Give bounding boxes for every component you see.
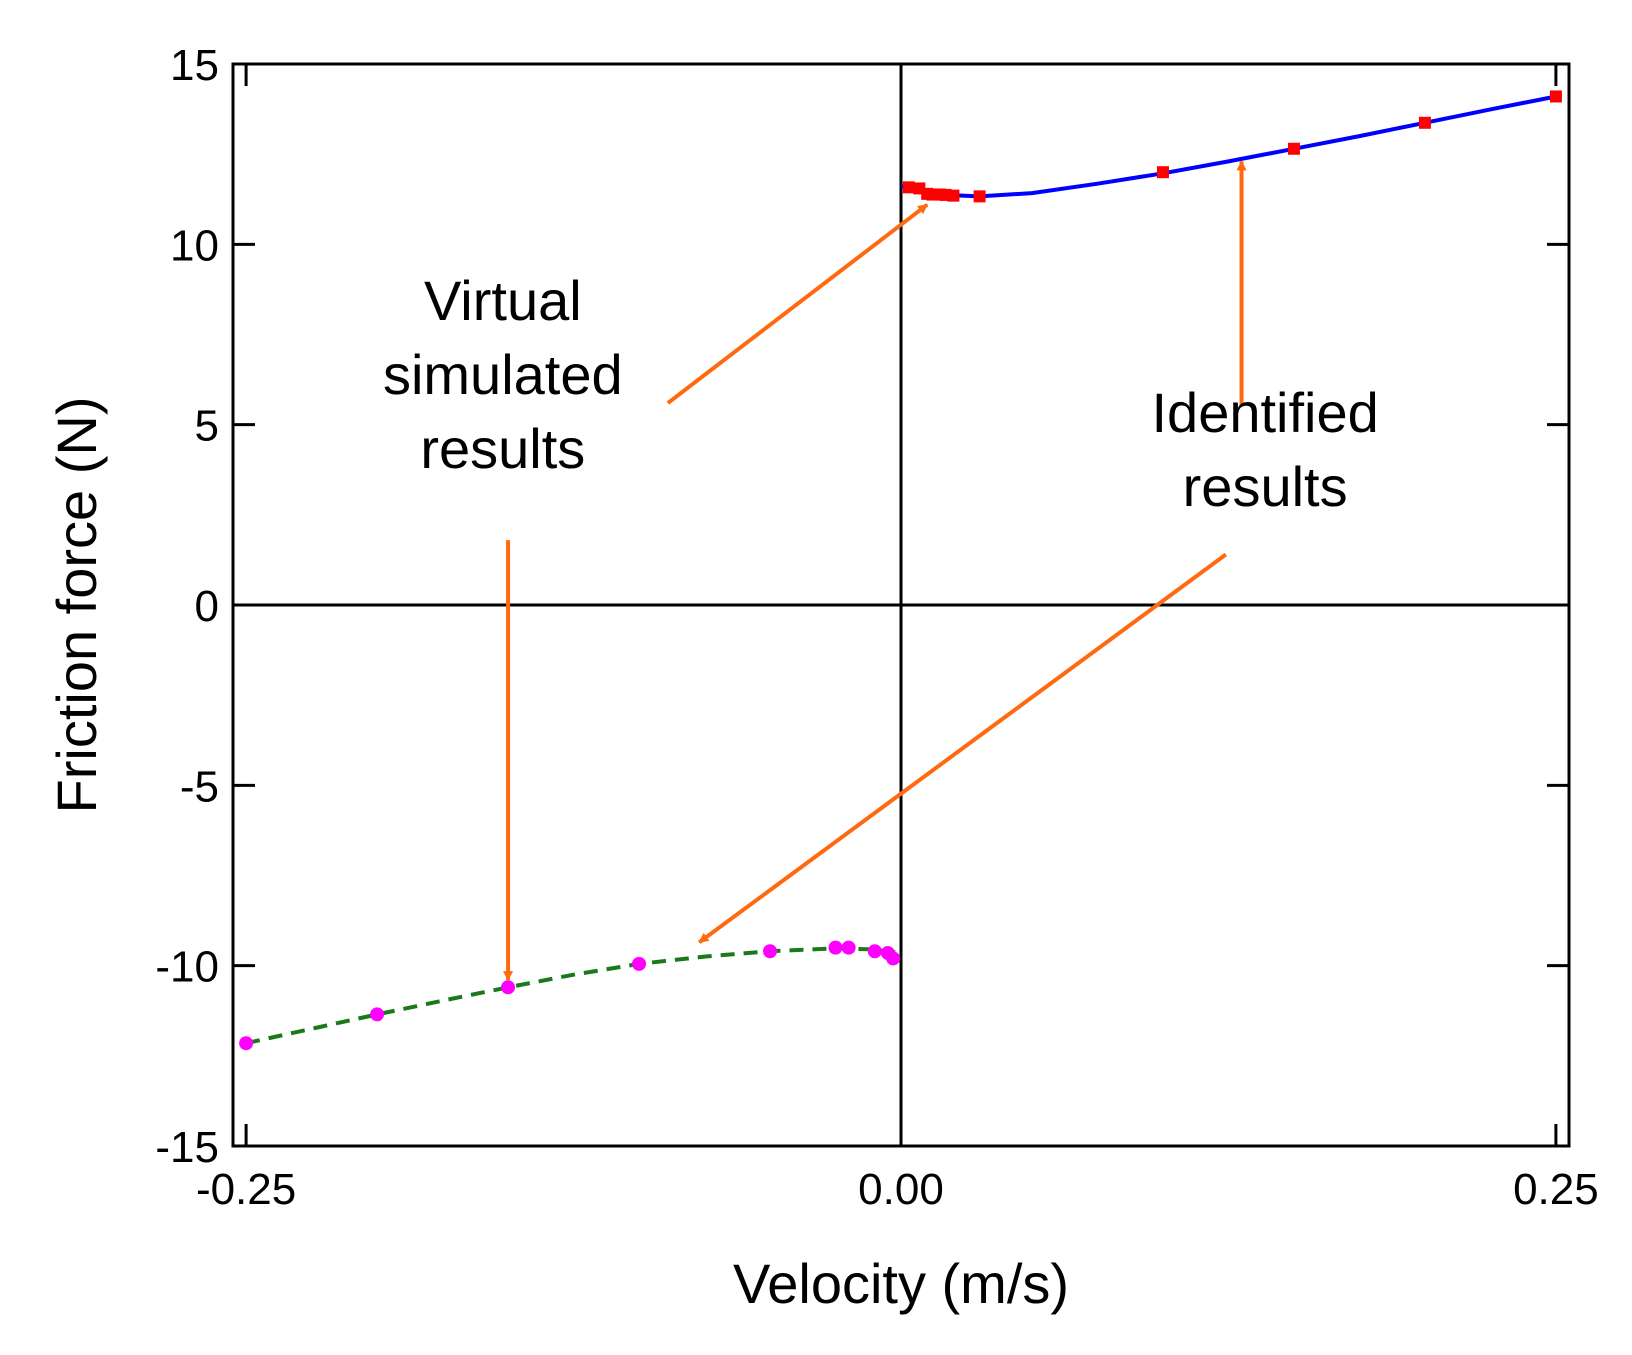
simulated-positive-point (973, 190, 986, 203)
axis-ticks: -0.25 0.00 0.25 -15 -10 -5 0 5 10 15 (155, 41, 1598, 1214)
y-axis-title: Friction force (N) (45, 397, 108, 814)
simulated-positive-point (1287, 142, 1300, 155)
simulated-positive-point (902, 181, 915, 194)
y-tick-label: -5 (180, 762, 219, 811)
series-layer (239, 90, 1562, 1051)
x-tick-label: 0.25 (1513, 1165, 1599, 1214)
virtual-simulated-results-arrow (666, 203, 929, 405)
simulated-positive-point (1418, 116, 1431, 129)
identified-positive-line (900, 94, 1557, 199)
simulated-negative-point (501, 980, 516, 995)
simulated-negative-point (886, 951, 901, 966)
identified-results-label-line: Identified (1151, 381, 1378, 444)
simulated-negative-point (632, 956, 647, 971)
x-tick-label: -0.25 (196, 1165, 296, 1214)
virtual-simulated-results-label-line: simulated (383, 343, 623, 406)
virtual-simulated-results-label-line: results (420, 417, 585, 480)
y-tick-label: -15 (155, 1123, 219, 1172)
x-tick-label: 0.00 (858, 1165, 944, 1214)
simulated-negative-point (763, 944, 778, 959)
y-tick-label: -10 (155, 943, 219, 992)
simulated-negative-point (370, 1007, 385, 1022)
zero-lines (233, 64, 1569, 1146)
y-tick-label: 5 (195, 402, 219, 451)
identified-negative-line (245, 946, 902, 1046)
simulated-negative-point (841, 940, 856, 955)
annotation-layer: Virtual simulated results Identified results (383, 160, 1379, 982)
x-axis-title: Velocity (m/s) (733, 1252, 1069, 1315)
identified-results-arrow (698, 552, 1228, 944)
y-tick-label: 15 (170, 41, 219, 90)
simulated-positive-point (1549, 90, 1562, 103)
simulated-negative-point (239, 1036, 254, 1051)
simulated-negative-point (867, 944, 882, 959)
simulated-positive-point (947, 189, 960, 202)
y-tick-label: 0 (195, 582, 219, 631)
virtual-simulated-results-label-line: Virtual (424, 269, 582, 332)
y-tick-label: 10 (170, 221, 219, 270)
simulated-positive-point (1156, 166, 1169, 179)
simulated-negative-point (828, 940, 843, 955)
identified-results-label-line: results (1183, 455, 1348, 518)
